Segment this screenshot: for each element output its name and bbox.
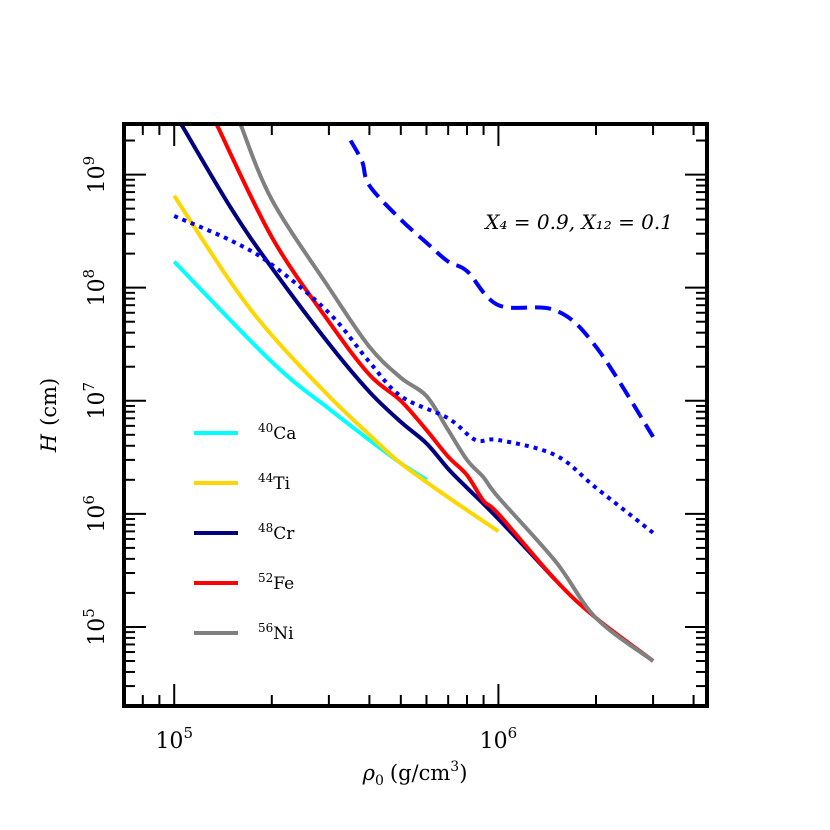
y-tick-label: 109 [80, 156, 110, 194]
y-axis-title: H(cm) [37, 378, 61, 453]
annotation: X₄ = 0.9, X₁₂ = 0.1 [483, 210, 673, 234]
y-tick-label: 107 [80, 382, 110, 420]
tick-label-layer: 105 106 105 106 107 108 109 [80, 156, 517, 754]
series-line-unnamed-dashed [348, 139, 655, 438]
plot-frame [122, 122, 709, 708]
series-line-ca [172, 260, 428, 482]
x-axis-title: ρ0 (g/cm3) [362, 759, 468, 789]
x-tick-label: 106 [480, 724, 518, 754]
series-layer [172, 124, 655, 663]
x-tick-label: 105 [155, 724, 193, 754]
series-line-cr [179, 124, 557, 582]
legend-label-ca: 40Ca [258, 421, 296, 444]
legend-label-ti: 44Ti [258, 471, 291, 494]
legend-label-fe: 52Fe [258, 571, 294, 594]
y-tick-label: 105 [80, 608, 110, 646]
legend-label-ni: 56Ni [258, 621, 294, 644]
series-line-ti [172, 194, 500, 534]
y-tick-label: 108 [80, 269, 110, 307]
series-line-unnamed-dotted [173, 214, 655, 535]
legend: 40Ca 44Ti 48Cr 52Fe 56Ni [194, 421, 296, 644]
legend-label-cr: 48Cr [258, 521, 295, 544]
series-line-ni [238, 124, 655, 663]
y-tick-label: 106 [80, 495, 110, 533]
